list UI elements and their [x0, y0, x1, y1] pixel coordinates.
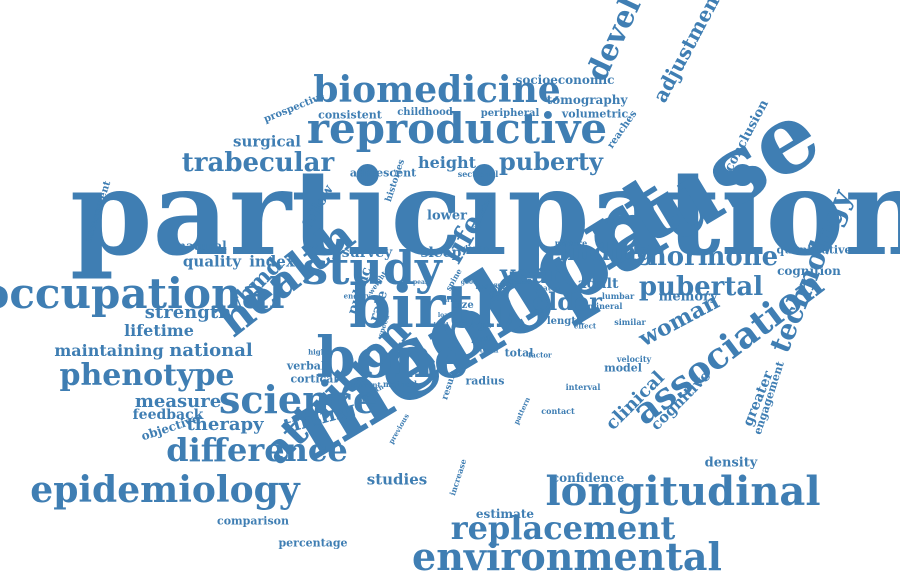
word-design: design: [463, 243, 489, 253]
word-measure: measure: [134, 391, 222, 412]
word-bone: bone: [316, 325, 470, 391]
word-percentage: percentage: [278, 536, 348, 550]
word-estimate: estimate: [475, 507, 535, 521]
word-higher: higher: [308, 347, 334, 357]
word-birth: birth: [349, 272, 517, 342]
word-current: current: [351, 380, 381, 390]
word-peripheral: peripheral: [480, 108, 540, 119]
word-adjustment: adjustment: [647, 0, 729, 107]
word-older: older: [532, 287, 602, 316]
word-national: national: [169, 340, 253, 361]
word-bmd: bmd: [433, 322, 449, 329]
word-surgical: surgical: [233, 132, 301, 151]
word-trabecular: trabecular: [181, 148, 335, 178]
word-science: science: [218, 377, 378, 422]
word-pqct: pqct: [471, 333, 491, 343]
word-effect: effect: [573, 321, 597, 331]
word-cognition: cognition: [777, 264, 841, 278]
word-difference: difference: [166, 431, 348, 469]
word-length: length: [546, 316, 584, 327]
word-maintaining: maintaining: [54, 341, 164, 360]
word-bio: bio: [533, 308, 545, 315]
word-therapy: therapy: [186, 414, 264, 435]
word-longitudinal: longitudinal: [545, 468, 821, 515]
word-environmental: environmental: [412, 534, 722, 579]
word-age: age: [470, 318, 492, 332]
word-lower: lower: [427, 208, 467, 224]
word-memory: memory: [658, 289, 718, 305]
word-puberty: puberty: [499, 147, 603, 176]
word-pubertal: pubertal: [638, 272, 764, 302]
word-peak: peak: [412, 279, 430, 286]
word-good: good: [460, 279, 478, 286]
word-sleep: sleep: [420, 245, 462, 261]
word-load: load: [437, 312, 453, 319]
word-hormone: hormone: [647, 242, 779, 272]
word-epidemiology: epidemiology: [30, 469, 300, 511]
word-adolescent: adolescent: [349, 166, 417, 180]
word-board: board: [512, 279, 532, 286]
word-size: size: [452, 300, 474, 311]
word-velocity: velocity: [616, 354, 652, 364]
word-quantitative: quantitative: [776, 243, 852, 257]
word-participation: participation: [70, 143, 900, 282]
word-replacement: replacement: [450, 509, 676, 547]
word-interval: interval: [565, 382, 601, 392]
word-finding: finding: [558, 237, 654, 266]
word-lumbar: lumbar: [601, 291, 635, 301]
word-comparison: comparison: [217, 514, 289, 528]
word-factor: factor: [528, 350, 552, 360]
word-tomography: tomography: [546, 93, 628, 107]
word-socioeconomic: socioeconomic: [515, 73, 615, 87]
word-sectional: sectional: [457, 169, 499, 179]
word-quality: quality: [182, 252, 242, 271]
word-survey: survey: [341, 245, 393, 261]
word-verbal: verbal: [286, 359, 326, 373]
word-total: total: [504, 346, 534, 360]
word-model: model: [604, 361, 642, 375]
word-index: index: [249, 252, 295, 271]
word-term: term: [479, 345, 499, 355]
word-gender: gender: [493, 282, 517, 289]
word-level: level: [452, 318, 468, 325]
word-radius: radius: [465, 374, 505, 388]
word-biomedicine: biomedicine: [313, 69, 561, 111]
word-reproductive: reproductive: [306, 104, 608, 153]
word-lifetime: lifetime: [124, 321, 194, 340]
word-find: find: [475, 284, 489, 291]
word-method: method: [383, 379, 417, 389]
word-adult: adult: [577, 276, 619, 292]
word-occupational: occupational: [0, 269, 285, 318]
word-increase: increase: [447, 457, 469, 497]
word-density: density: [704, 455, 758, 471]
word-studies: studies: [366, 470, 428, 489]
word-cortical: cortical: [290, 372, 338, 386]
word-consistent: consistent: [318, 108, 382, 122]
word-status: status: [536, 283, 560, 293]
word-height: height: [417, 153, 477, 172]
word-arm: arm: [443, 297, 457, 304]
word-year: year: [499, 260, 563, 290]
word-volumetric: volumetric: [561, 107, 629, 121]
word-energy: energy: [343, 291, 371, 301]
word-pattern: pattern: [511, 395, 532, 426]
word-similar: similar: [614, 317, 646, 327]
word-contact: contact: [541, 406, 575, 416]
word-mature: mature: [554, 238, 588, 248]
word-confidence: confidence: [551, 471, 625, 485]
word-phenotype: phenotype: [59, 358, 235, 393]
word-strength: strength: [144, 302, 232, 323]
word-childhood: childhood: [397, 107, 453, 118]
word-study: study: [302, 241, 442, 295]
word-mineral: mineral: [587, 301, 623, 311]
word-feedback: feedback: [132, 407, 204, 423]
word-natural: natural: [177, 239, 227, 253]
